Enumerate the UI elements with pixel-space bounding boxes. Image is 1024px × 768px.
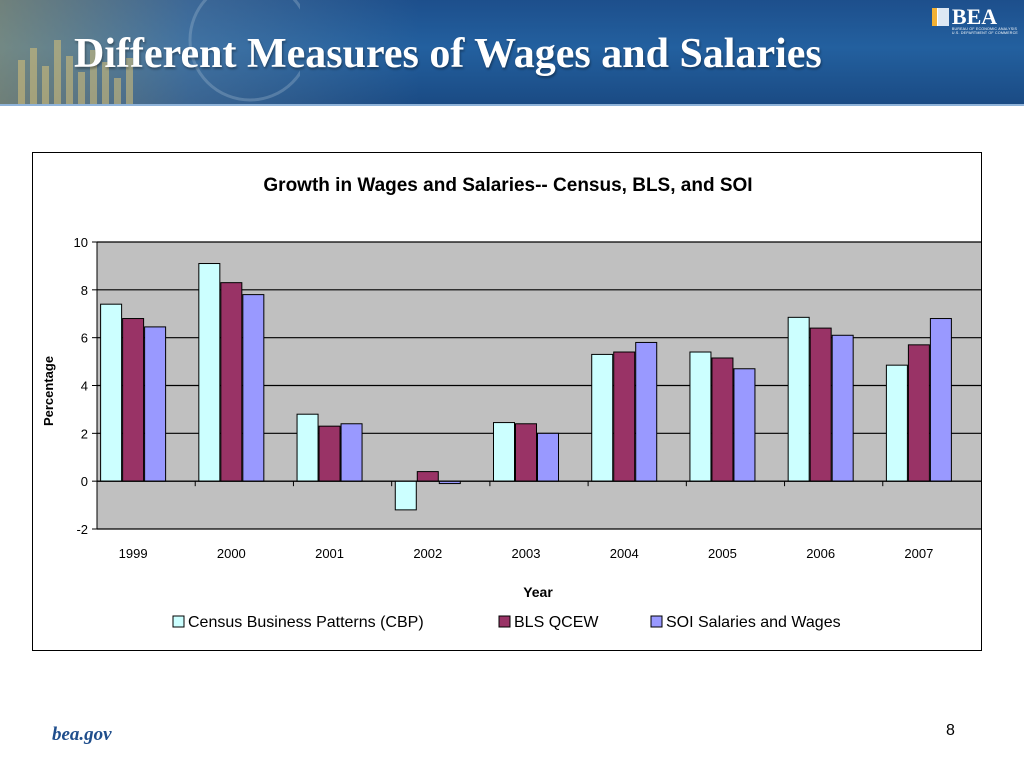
y-tick-label: -2 xyxy=(76,522,88,537)
bar-2-2003 xyxy=(537,432,559,482)
bar-1-2006 xyxy=(809,327,832,482)
bar-0-2001 xyxy=(296,413,319,482)
bea-logo-text: BEA BUREAU OF ECONOMIC ANALYSIS U.S. DEP… xyxy=(952,6,1018,35)
bar-0-2006 xyxy=(787,316,810,482)
y-tick-label: 2 xyxy=(81,426,88,441)
y-tick-label: 4 xyxy=(81,379,88,394)
y-axis-label: Percentage xyxy=(41,356,56,426)
bar-2-2007 xyxy=(929,318,952,482)
x-tick-label: 1999 xyxy=(119,546,148,561)
chart-title: Growth in Wages and Salaries-- Census, B… xyxy=(263,175,752,196)
plot-area: -2 0 2 4 6 8 10 1999 2000 2001 2002 2003 2004 2005 200… xyxy=(74,235,981,561)
header-bar-graphic xyxy=(18,0,300,106)
bea-logo-department: U.S. DEPARTMENT OF COMMERCE xyxy=(951,30,1018,35)
x-tick-label: 2001 xyxy=(315,546,344,561)
bea-logo: BEA BUREAU OF ECONOMIC ANALYSIS U.S. DEP… xyxy=(932,6,1018,35)
legend-label-1: BLS QCEW xyxy=(514,614,599,631)
x-tick-label: 2002 xyxy=(413,546,442,561)
x-tick-label: 2003 xyxy=(512,546,541,561)
bar-1-2005 xyxy=(711,357,734,482)
x-tick-label: 2006 xyxy=(806,546,835,561)
chart-frame: Growth in Wages and Salaries-- Census, B… xyxy=(32,152,982,651)
slide-title: Different Measures of Wages and Salaries xyxy=(74,31,822,77)
bar-0-1999 xyxy=(100,303,123,482)
bar-1-2003 xyxy=(515,423,537,482)
x-tick-label: 2000 xyxy=(217,546,246,561)
bar-0-2002 xyxy=(394,480,417,511)
bar-1-2004 xyxy=(613,351,636,482)
legend-swatch-1 xyxy=(498,615,511,628)
bea-logo-word: BEA xyxy=(951,4,998,29)
bar-2-1999 xyxy=(144,326,167,482)
x-tick-label: 2005 xyxy=(708,546,737,561)
bar-1-2002 xyxy=(416,471,439,482)
bea-logo-icon xyxy=(932,8,949,26)
bar-1-2001 xyxy=(318,425,341,482)
legend-swatch-2 xyxy=(650,615,663,628)
legend-swatch-0 xyxy=(172,615,185,628)
slide-header: Different Measures of Wages and Salaries… xyxy=(0,0,1024,106)
bar-1-2007 xyxy=(907,344,930,482)
bar-2-2001 xyxy=(340,423,363,482)
y-tick-label: 8 xyxy=(81,283,88,298)
bar-0-2003 xyxy=(493,422,515,482)
bea-logo-subtitle: BUREAU OF ECONOMIC ANALYSIS xyxy=(951,27,1018,31)
x-axis-label: Year xyxy=(523,584,553,600)
y-tick-label: 10 xyxy=(74,235,88,250)
bar-2-2005 xyxy=(733,368,756,482)
page-number: 8 xyxy=(946,722,955,739)
bar-1-1999 xyxy=(122,318,145,482)
legend-label-2: SOI Salaries and Wages xyxy=(666,614,841,631)
x-tick-label: 2004 xyxy=(610,546,639,561)
y-tick-label: 6 xyxy=(81,331,88,346)
bar-0-2007 xyxy=(885,364,908,482)
bar-1-2000 xyxy=(220,282,243,482)
y-tick-label: 0 xyxy=(81,474,88,489)
header-underline xyxy=(0,104,1024,106)
x-tick-label: 2007 xyxy=(904,546,933,561)
bar-2-2000 xyxy=(242,294,265,482)
footer-site-link[interactable]: bea.gov xyxy=(52,724,112,745)
bar-0-2000 xyxy=(198,263,221,482)
bar-2-2006 xyxy=(831,334,854,482)
bar-0-2004 xyxy=(591,353,614,482)
bar-0-2005 xyxy=(689,351,712,482)
legend-label-0: Census Business Patterns (CBP) xyxy=(188,614,424,631)
bar-chart: Growth in Wages and Salaries-- Census, B… xyxy=(41,175,981,631)
bar-2-2004 xyxy=(635,341,658,482)
legend: Census Business Patterns (CBP) BLS QCEW SO… xyxy=(172,614,841,631)
